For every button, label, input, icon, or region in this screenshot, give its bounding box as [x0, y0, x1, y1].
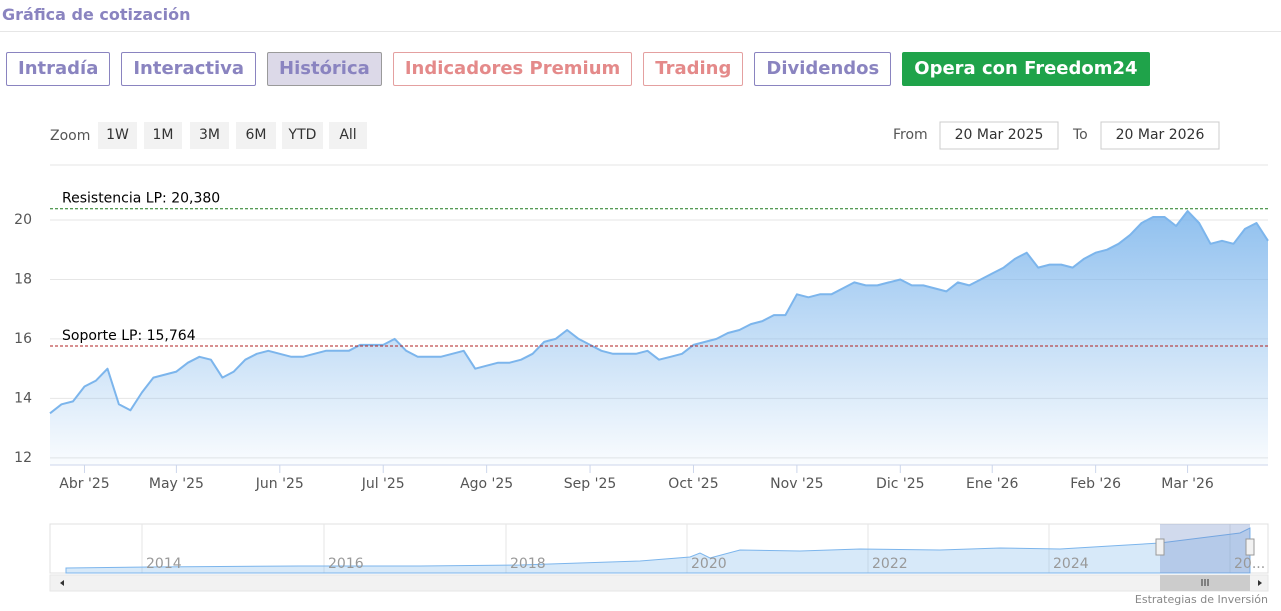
navigator-label: 2020	[691, 556, 727, 572]
x-tick-label: Dic '25	[876, 476, 924, 492]
tab[interactable]: Intradía	[6, 52, 111, 86]
x-tick-label: Feb '26	[1070, 476, 1121, 492]
line	[49, 210, 1269, 415]
x-tick-label: Jun '25	[255, 476, 304, 492]
scrollbar-grip	[1201, 579, 1209, 586]
plot-line-label: Soporte LP: 15,764	[62, 328, 196, 344]
x-tick-label: Ene '26	[966, 476, 1019, 492]
tab[interactable]: Opera con Freedom24	[902, 52, 1150, 86]
tab[interactable]: Trading	[643, 52, 744, 86]
area	[50, 211, 1268, 465]
divider	[0, 31, 1281, 32]
zoom-button[interactable]	[236, 122, 276, 149]
range-to-input[interactable]	[1100, 121, 1220, 150]
zoom-label: Zoom	[50, 128, 90, 144]
navigator-handle[interactable]	[1155, 538, 1165, 556]
navigator-selection[interactable]	[1160, 524, 1250, 573]
zoom-button[interactable]	[329, 122, 367, 149]
x-tick-label: Mar '26	[1161, 476, 1214, 492]
tab-bar: Intradía Interactiva Histórica Indicadores …	[6, 52, 1150, 86]
plot-line-label: Resistencia LP: 20,380	[62, 191, 220, 207]
scroll-left[interactable]	[60, 580, 64, 586]
navigator-label: 2024	[1053, 556, 1089, 572]
y-tick-label: 14	[14, 390, 32, 406]
zoom-button-label: 1W	[106, 127, 129, 143]
y-tick-label: 18	[14, 271, 32, 287]
y-tick-label: 20	[14, 212, 32, 228]
range-from-label: From	[893, 127, 928, 143]
navigator-handle[interactable]	[1245, 538, 1255, 556]
range-from-value: 20 Mar 2025	[955, 127, 1044, 143]
x-tick-label: Nov '25	[770, 476, 823, 492]
x-tick-label: May '25	[149, 476, 204, 492]
x-tick-label: Sep '25	[564, 476, 617, 492]
navigator-label: 2022	[872, 556, 908, 572]
zoom-button[interactable]	[144, 122, 182, 149]
navigator-label: 2018	[510, 556, 546, 572]
page-title: Gráfica de cotización	[2, 5, 191, 24]
y-tick-label: 16	[14, 331, 32, 347]
x-tick-label: Abr '25	[59, 476, 109, 492]
navigator-series	[65, 527, 1251, 574]
range-to-value: 20 Mar 2026	[1116, 127, 1205, 143]
zoom-button[interactable]	[282, 122, 323, 149]
range-from-input[interactable]	[939, 121, 1059, 150]
zoom-button-label: 6M	[246, 127, 267, 143]
tab[interactable]: Histórica	[267, 52, 382, 86]
x-tick-label: Jul '25	[361, 476, 405, 492]
zoom-button-label: YTD	[288, 127, 317, 143]
x-tick-label: Ago '25	[460, 476, 513, 492]
zoom-button-label: 3M	[199, 127, 220, 143]
tab[interactable]: Dividendos	[754, 52, 892, 86]
navigator-label: 2016	[328, 556, 364, 572]
scrollbar[interactable]	[49, 574, 1269, 592]
zoom-button[interactable]	[190, 122, 229, 149]
navigator-label: 2014	[146, 556, 182, 572]
navigator-label: 20...	[1234, 556, 1265, 572]
x-tick-label: Oct '25	[668, 476, 718, 492]
zoom-button-label: All	[339, 127, 356, 143]
tab[interactable]: Indicadores Premium	[392, 52, 633, 86]
zoom-button[interactable]	[98, 122, 137, 149]
scroll-right[interactable]	[1258, 580, 1262, 586]
tab[interactable]: Interactiva	[121, 52, 257, 86]
zoom-button-label: 1M	[153, 127, 174, 143]
credit: Estrategias de Inversión	[1135, 593, 1268, 606]
y-tick-label: 12	[14, 450, 32, 466]
range-to-label: To	[1072, 127, 1088, 143]
